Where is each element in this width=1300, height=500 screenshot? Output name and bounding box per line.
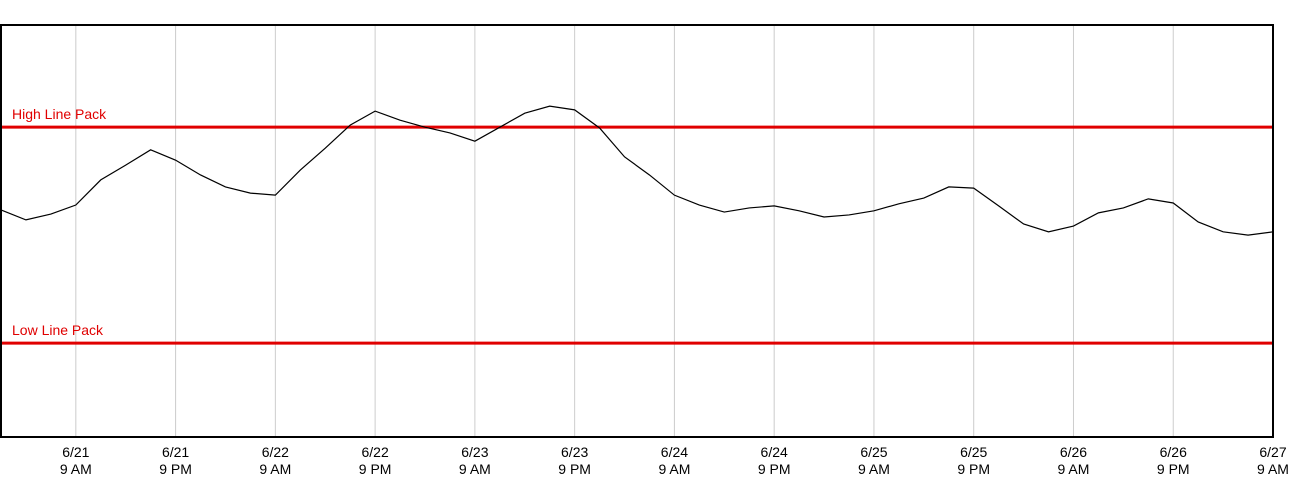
x-tick-label: 6/23 9 AM bbox=[459, 444, 491, 477]
x-tick-label: 6/22 9 PM bbox=[359, 444, 392, 477]
x-tick-label: 6/21 9 AM bbox=[60, 444, 92, 477]
x-tick-label-line: 9 AM bbox=[1257, 461, 1289, 477]
x-tick-label: 6/26 9 AM bbox=[1058, 444, 1090, 477]
x-tick-label-line: 6/27 bbox=[1259, 444, 1286, 460]
x-tick-label: 6/23 9 PM bbox=[558, 444, 591, 477]
x-tick-label-line: 6/24 bbox=[661, 444, 688, 460]
plot-frame bbox=[0, 24, 1274, 438]
x-tick-label-line: 9 PM bbox=[1157, 461, 1190, 477]
x-tick-label-line: 6/26 bbox=[1060, 444, 1087, 460]
x-tick-label-line: 9 PM bbox=[159, 461, 192, 477]
x-tick-label-line: 9 PM bbox=[957, 461, 990, 477]
reference-label: Low Line Pack bbox=[12, 322, 104, 338]
x-tick-label-line: 6/23 bbox=[461, 444, 488, 460]
x-tick-label-line: 9 AM bbox=[60, 461, 92, 477]
x-tick-label-line: 6/21 bbox=[62, 444, 89, 460]
x-tick-label: 6/24 9 PM bbox=[758, 444, 791, 477]
x-tick-label-line: 6/22 bbox=[361, 444, 388, 460]
x-tick-label-line: 9 AM bbox=[1058, 461, 1090, 477]
x-tick-label: 6/27 9 AM bbox=[1257, 444, 1289, 477]
x-tick-label-line: 6/25 bbox=[860, 444, 887, 460]
x-tick-label: 6/25 9 AM bbox=[858, 444, 890, 477]
x-tick-label: 6/21 9 PM bbox=[159, 444, 192, 477]
x-tick-label-line: 9 PM bbox=[558, 461, 591, 477]
data-line bbox=[0, 105, 1274, 236]
x-tick-label-line: 6/21 bbox=[162, 444, 189, 460]
x-tick-label-line: 6/22 bbox=[262, 444, 289, 460]
x-tick-label: 6/24 9 AM bbox=[658, 444, 690, 477]
x-tick-label-line: 9 AM bbox=[259, 461, 291, 477]
x-tick-label: 6/22 9 AM bbox=[259, 444, 291, 477]
x-tick-label-line: 6/24 bbox=[761, 444, 788, 460]
x-tick-label-line: 9 AM bbox=[658, 461, 690, 477]
x-tick-label-line: 9 AM bbox=[459, 461, 491, 477]
x-tick-label: 6/25 9 PM bbox=[957, 444, 990, 477]
x-tick-label-line: 9 PM bbox=[758, 461, 791, 477]
x-tick-label-line: 6/23 bbox=[561, 444, 588, 460]
reference-label: High Line Pack bbox=[12, 106, 107, 122]
x-tick-label: 6/26 9 PM bbox=[1157, 444, 1190, 477]
x-tick-label-line: 9 AM bbox=[858, 461, 890, 477]
x-tick-label-line: 6/25 bbox=[960, 444, 987, 460]
x-tick-label-line: 9 PM bbox=[359, 461, 392, 477]
x-tick-label-line: 6/26 bbox=[1160, 444, 1187, 460]
